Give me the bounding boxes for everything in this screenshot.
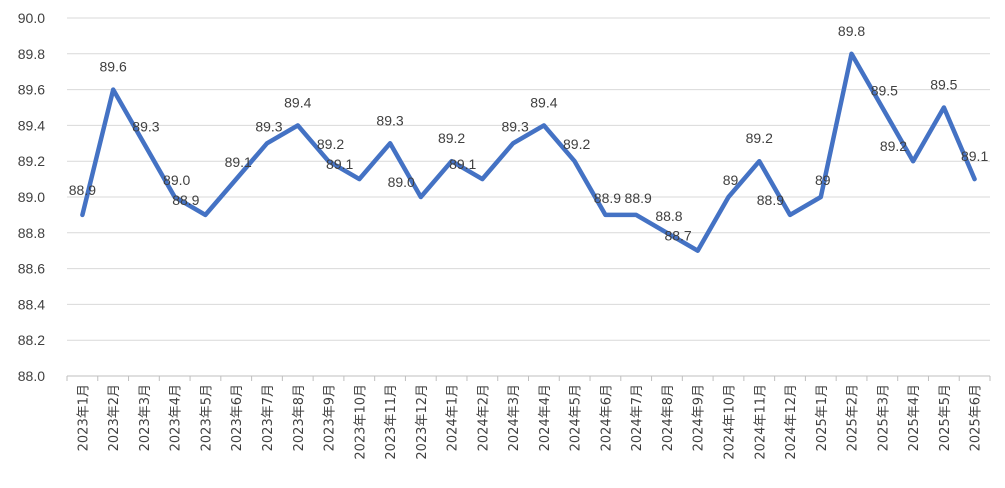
data-label: 88.9 <box>594 190 621 206</box>
data-label: 89.1 <box>326 156 353 172</box>
data-label: 89.5 <box>930 77 957 93</box>
x-tick-label: 2023年10月 <box>353 384 368 460</box>
x-tick-label: 2024年9月 <box>692 384 707 451</box>
data-label: 89.6 <box>100 59 127 75</box>
x-tick-label: 2023年8月 <box>292 384 307 451</box>
y-axis-tick-labels: 88.0 88.2 88.4 88.6 88.8 89.0 89.2 89.4 89.6 89.8… <box>18 10 45 384</box>
data-label: 89.2 <box>438 130 465 146</box>
data-label: 88.8 <box>655 208 682 224</box>
y-tick-label: 89.2 <box>18 153 45 169</box>
y-tick-label: 89.4 <box>18 117 45 133</box>
data-labels: 88.989.689.389.088.989.189.389.489.289.1… <box>69 23 989 244</box>
data-label: 88.9 <box>69 182 96 198</box>
data-label: 88.9 <box>625 190 652 206</box>
y-tick-label: 90.0 <box>18 10 45 26</box>
data-label: 89.3 <box>501 118 528 134</box>
x-tick-label: 2025年3月 <box>876 384 891 451</box>
x-tick-label: 2023年7月 <box>261 384 276 451</box>
x-tick-label: 2024年7月 <box>630 384 645 451</box>
x-tick-label: 2023年1月 <box>76 384 91 451</box>
y-tick-label: 88.4 <box>18 296 45 312</box>
data-label: 89.1 <box>961 148 988 164</box>
data-label: 89.2 <box>746 130 773 146</box>
y-tick-label: 88.6 <box>18 261 45 277</box>
x-tick-label: 2023年6月 <box>230 384 245 451</box>
x-tick-label: 2024年8月 <box>661 384 676 451</box>
y-tick-label: 88.0 <box>18 368 45 384</box>
x-tick-label: 2025年1月 <box>815 384 830 451</box>
data-label: 89.1 <box>449 156 476 172</box>
data-label: 88.9 <box>172 192 199 208</box>
data-label: 89.2 <box>880 138 907 154</box>
x-tick-label: 2024年4月 <box>538 384 553 451</box>
x-tick-label: 2024年11月 <box>753 384 768 460</box>
x-tick-label: 2023年2月 <box>107 384 122 451</box>
data-label: 89.2 <box>317 136 344 152</box>
x-axis-tick-labels: 2023年1月 2023年2月 2023年3月 2023年4月 2023年5月 2023年… <box>76 384 983 460</box>
data-label: 89.3 <box>255 118 282 134</box>
x-tick-label: 2023年4月 <box>169 384 184 451</box>
data-label: 89.3 <box>132 118 159 134</box>
x-tick-label: 2025年5月 <box>938 384 953 451</box>
x-tick-label: 2024年12月 <box>784 384 799 460</box>
x-tick-label: 2024年1月 <box>446 384 461 451</box>
y-tick-label: 88.8 <box>18 225 45 241</box>
x-tick-label: 2025年4月 <box>907 384 922 451</box>
data-label: 89.8 <box>838 23 865 39</box>
data-label: 89.4 <box>530 94 557 110</box>
data-label: 89.1 <box>225 154 252 170</box>
data-label: 89.5 <box>871 83 898 99</box>
x-tick-label: 2023年12月 <box>415 384 430 460</box>
x-tick-label: 2024年3月 <box>507 384 522 451</box>
data-label: 88.9 <box>757 192 784 208</box>
x-tick-label: 2024年2月 <box>476 384 491 451</box>
data-label: 89.0 <box>163 172 190 188</box>
series-layer <box>80 51 977 253</box>
y-tick-label: 88.2 <box>18 332 45 348</box>
x-tick-label: 2023年9月 <box>323 384 338 451</box>
series-line <box>80 51 977 253</box>
data-label: 88.7 <box>664 228 691 244</box>
data-label: 89.4 <box>284 94 311 110</box>
data-label: 89 <box>723 172 739 188</box>
data-label: 89 <box>815 172 831 188</box>
x-tick-label: 2025年6月 <box>969 384 984 451</box>
x-tick-label: 2024年10月 <box>722 384 737 460</box>
y-tick-label: 89.0 <box>18 189 45 205</box>
data-label: 89.2 <box>563 136 590 152</box>
x-tick-label: 2023年5月 <box>199 384 214 451</box>
y-tick-label: 89.6 <box>18 82 45 98</box>
gridlines <box>67 17 990 341</box>
x-tick-label: 2023年3月 <box>138 384 153 451</box>
data-label: 89.0 <box>388 174 415 190</box>
x-tick-label: 2025年2月 <box>846 384 861 451</box>
x-tick-label: 2024年5月 <box>569 384 584 451</box>
y-tick-label: 89.8 <box>18 46 45 62</box>
data-label: 89.3 <box>376 112 403 128</box>
x-tick-label: 2024年6月 <box>599 384 614 451</box>
x-tick-label: 2023年11月 <box>384 384 399 460</box>
x-axis <box>66 375 991 381</box>
